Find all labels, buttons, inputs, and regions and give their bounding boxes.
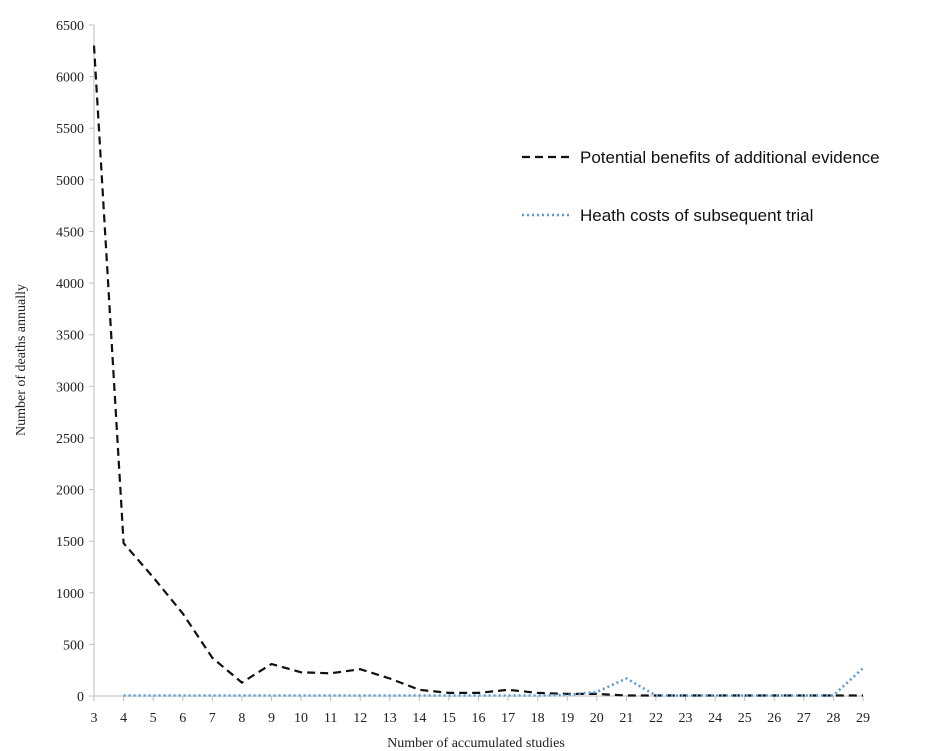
x-tick-label: 17 [501,711,515,726]
x-tick-label: 22 [649,711,663,726]
x-tick-label: 18 [531,711,545,726]
x-tick-label: 23 [679,711,693,726]
legend: Potential benefits of additional evidenc… [522,148,880,225]
x-tick-label: 10 [294,711,308,726]
x-tick-label: 21 [619,711,633,726]
y-tick-label: 0 [77,690,84,705]
x-tick-label: 19 [560,711,574,726]
x-tick-label: 7 [209,711,216,726]
x-tick-label: 15 [442,711,456,726]
y-tick-label: 6000 [56,71,84,86]
x-tick-label: 5 [150,711,157,726]
y-tick-label: 6500 [56,19,84,34]
x-tick-label: 25 [738,711,752,726]
y-tick-label: 500 [63,638,84,653]
y-axis-title: Number of deaths annually [14,284,29,436]
x-tick-label: 20 [590,711,604,726]
y-tick-label: 5000 [56,174,84,189]
y-tick-label: 1000 [56,587,84,602]
x-tick-label: 13 [383,711,397,726]
y-tick-label: 2000 [56,484,84,499]
x-tick-label: 28 [826,711,840,726]
series-line-potential-benefits [92,45,863,697]
y-tick-label: 5500 [56,122,84,137]
y-tick-label: 2500 [56,432,84,447]
series-line-health-costs [123,667,864,697]
y-tick-label: 1500 [56,535,84,550]
series-lines [92,45,864,697]
x-tick-label: 29 [856,711,870,726]
y-tick-label: 4000 [56,277,84,292]
x-axis-title: Number of accumulated studies [387,736,565,751]
y-tick-label: 3500 [56,329,84,344]
x-tick-label: 14 [412,711,426,726]
x-tick-label: 8 [238,711,245,726]
x-tick-label: 4 [120,711,127,726]
x-tick-label: 16 [472,711,486,726]
y-tick-label: 4500 [56,225,84,240]
x-tick-label: 24 [708,711,722,726]
x-tick-label: 9 [268,711,275,726]
x-tick-label: 26 [767,711,781,726]
x-tick-label: 6 [179,711,186,726]
legend-label-potential-benefits: Potential benefits of additional evidenc… [580,148,880,167]
x-tick-label: 27 [797,711,811,726]
y-axis: 0 500 1000 1500 2000 2500 3000 3500 4000 4500 5000… [56,19,95,705]
y-tick-label: 3000 [56,380,84,395]
x-tick-label: 11 [324,711,337,726]
x-tick-label: 12 [353,711,367,726]
x-axis: 3 4 5 6 7 8 9 10 11 12 13 14 15 16 17 18 19 20 21 22 23 24 25 2… [91,695,870,726]
legend-label-health-costs: Heath costs of subsequent trial [580,206,813,225]
x-tick-label: 3 [91,711,98,726]
